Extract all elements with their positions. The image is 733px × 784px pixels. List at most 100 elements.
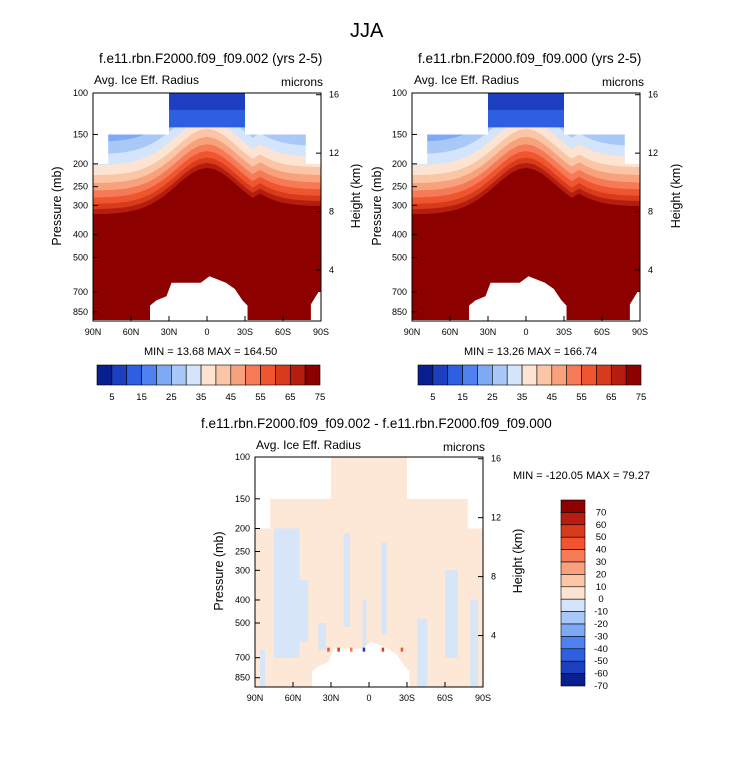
colorbar-c-box	[560, 524, 586, 538]
colorbar-c-box	[560, 561, 586, 575]
colorbar-c-box	[560, 586, 586, 600]
colorbar-c-box	[560, 549, 586, 563]
colorbar-a-label: 45	[226, 392, 237, 403]
panel-b-ytick-label: 400	[392, 230, 407, 240]
panel-c-ytick-label: 850	[235, 673, 250, 683]
panel-a-y2tick-label: 8	[329, 207, 334, 217]
panel-a-xtick-label: 30S	[237, 327, 253, 337]
panel-c-spot-3	[362, 647, 366, 652]
colorbar-c-label: -10	[594, 607, 608, 618]
colorbar-c-box	[560, 611, 586, 625]
colorbar-b-label: 45	[547, 392, 558, 403]
colorbar-a-box	[289, 364, 306, 386]
panel-b-ytick-label: 100	[392, 88, 407, 98]
panel-a-ytick-label: 150	[73, 129, 88, 139]
panel-a-ytick-label: 500	[73, 253, 88, 263]
colorbar-b-label: 25	[487, 392, 498, 403]
panel-b-xtick-label: 60N	[442, 327, 459, 337]
panel-a-ytick-label: 250	[73, 182, 88, 192]
panel-c-y2tick-label: 12	[491, 513, 501, 523]
colorbar-c-box	[560, 499, 586, 513]
panel-c-neg-5	[381, 542, 387, 635]
panel-b-stats: MIN = 13.26 MAX = 166.74	[464, 346, 598, 358]
panel-c-xtick-label: 90N	[247, 693, 264, 703]
colorbar-b-box	[551, 364, 567, 386]
panel-a-band-13	[93, 177, 321, 320]
colorbar-a-box	[141, 364, 157, 386]
colorbar-c-label: 40	[596, 545, 607, 556]
panel-b-title: f.e11.rbn.F2000.f09_f09.000 (yrs 2-5)	[418, 51, 642, 66]
figure-title: JJA	[350, 20, 384, 42]
colorbar-a-box	[200, 364, 217, 386]
colorbar-b-box	[506, 364, 523, 386]
panel-c-xtick-label: 90S	[475, 693, 491, 703]
panel-a-units: microns	[281, 75, 324, 89]
panel-b-xtick-label: 90S	[632, 327, 648, 337]
panel-a-ytick-label: 700	[73, 287, 88, 297]
panel-c-xtick-label: 30S	[399, 693, 415, 703]
colorbar-a-box	[185, 364, 202, 386]
panel-c-terrain	[312, 641, 410, 687]
panel-b-xtick-label: 0	[523, 327, 528, 337]
panel-c-spot-2	[350, 647, 353, 652]
panel-c-ytick-label: 100	[235, 452, 250, 462]
colorbar-c-box	[560, 636, 586, 650]
colorbar-b-box	[610, 364, 627, 386]
colorbar-c-box	[560, 512, 586, 526]
colorbar-a-label: 75	[315, 392, 326, 403]
panel-c-neg-7	[445, 570, 458, 658]
colorbar-b-box	[536, 364, 553, 386]
colorbar-a-box	[156, 364, 172, 386]
colorbar-b-box	[492, 364, 508, 386]
panel-c-xtick-label: 60S	[437, 693, 453, 703]
panel-c-ytick-label: 300	[235, 565, 250, 575]
colorbar-b-box	[477, 364, 493, 386]
panel-a-ytick-label: 850	[73, 307, 88, 317]
panel-c-title: f.e11.rbn.F2000.f09_f09.002 - f.e11.rbn.…	[201, 416, 552, 431]
colorbar-a-box	[230, 364, 246, 386]
colorbar-b-label: 35	[517, 392, 528, 403]
panel-c-spot-0	[327, 647, 330, 652]
panel-b-xtick-label: 60S	[594, 327, 610, 337]
colorbar-c-label: 60	[596, 520, 607, 531]
panel-a-variable: Avg. Ice Eff. Radius	[94, 73, 199, 87]
panel-b-ytick-label: 150	[392, 129, 407, 139]
colorbar-c-box	[560, 673, 586, 687]
panel-c-y2tick-label: 8	[491, 572, 496, 582]
panel-b-xtick-label: 90N	[404, 327, 421, 337]
panel-c-ytick-label: 500	[235, 618, 250, 628]
panel-c-units: microns	[443, 440, 486, 454]
colorbar-b-box	[417, 364, 434, 386]
panel-a-stats: MIN = 13.68 MAX = 164.50	[144, 346, 278, 358]
colorbar-b-box	[521, 364, 538, 386]
colorbar-c-box	[560, 574, 586, 588]
panel-b-xtick-label: 30S	[556, 327, 572, 337]
colorbar-b-label: 55	[576, 392, 587, 403]
colorbar-a-box	[96, 364, 113, 386]
colorbar-a-label: 5	[109, 392, 114, 403]
panel-b-ytick-label: 200	[392, 159, 407, 169]
panel-c-stats: MIN = -120.05 MAX = 79.27	[513, 470, 650, 482]
colorbar-a-label: 25	[166, 392, 177, 403]
panel-a-y2tick-label: 4	[329, 265, 334, 275]
panel-a-ytick-label: 200	[73, 159, 88, 169]
colorbar-a-box	[275, 364, 291, 386]
colorbar-c-label: 20	[596, 569, 607, 580]
panel-c-spot-5	[400, 647, 404, 652]
panel-b-ytick-label: 300	[392, 200, 407, 210]
colorbar-b-box	[447, 364, 463, 386]
panel-c-xtick-label: 60N	[285, 693, 302, 703]
panel-b-ytick-label: 250	[392, 182, 407, 192]
colorbar-b-box	[625, 364, 642, 386]
panel-c-neg-8	[470, 599, 478, 687]
colorbar-c-label: -70	[594, 681, 608, 692]
colorbar-c-label: -20	[594, 619, 608, 630]
colorbar-a-box	[215, 364, 232, 386]
colorbar-b-box	[596, 364, 612, 386]
colorbar-c-label: 30	[596, 557, 607, 568]
colorbar-a-box	[111, 364, 128, 386]
colorbar-c-box	[560, 536, 586, 550]
colorbar-b-box	[581, 364, 597, 386]
panel-b-xtick-label: 30N	[480, 327, 497, 337]
